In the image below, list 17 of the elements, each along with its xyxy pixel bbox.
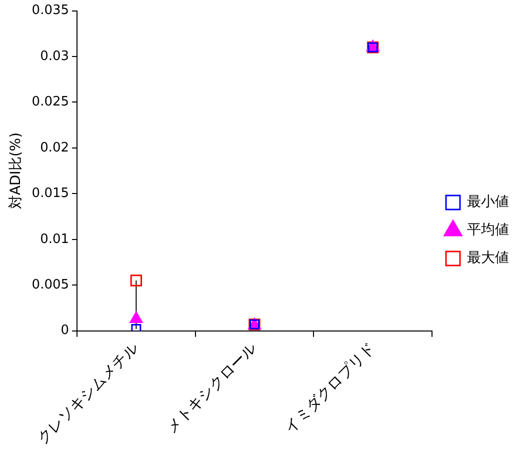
y-tick-label: 0 xyxy=(60,323,70,338)
y-tick-label: 0.02 xyxy=(40,140,70,156)
legend-label: 平均値 xyxy=(467,222,509,238)
y-tick-label: 0.01 xyxy=(40,232,70,247)
y-tick-label: 0.035 xyxy=(32,3,70,18)
y-tick-label: 0.015 xyxy=(32,186,70,202)
y-tick-label: 0.005 xyxy=(32,277,70,292)
y-axis-title: 対ADI比(%) xyxy=(8,132,24,210)
y-tick-label: 0.03 xyxy=(40,48,70,64)
legend-label: 最小値 xyxy=(467,194,509,210)
x-tick-label: イミダクロプリド xyxy=(280,339,378,437)
x-tick-label: クレソキシムメチル xyxy=(34,339,142,448)
point xyxy=(130,312,143,323)
y-tick-label: 0.025 xyxy=(32,94,70,110)
point xyxy=(130,274,142,286)
legend-label: 最大値 xyxy=(467,250,509,266)
x-tick-label: メトキシクロール xyxy=(162,339,260,437)
